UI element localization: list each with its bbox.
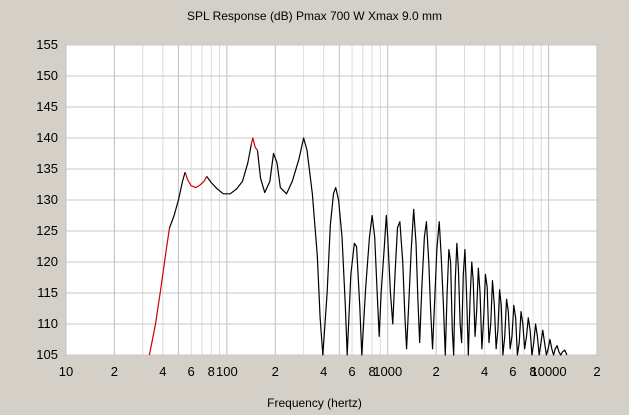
y-tick-label: 125 (36, 223, 58, 238)
x-tick-label: 2 (272, 364, 279, 379)
y-tick-label: 120 (36, 254, 58, 269)
y-tick-label: 110 (37, 316, 58, 331)
series-lines (148, 137, 568, 356)
x-tick-label: 4 (481, 364, 488, 379)
x-axis-label: Frequency (hertz) (267, 396, 362, 410)
response-curve-segment (206, 144, 252, 195)
x-tick-label: 6 (188, 364, 195, 379)
response-curve-segment (250, 137, 258, 151)
y-tick-label: 135 (36, 161, 58, 176)
y-tick-label: 145 (36, 99, 58, 114)
x-tick-label: 2 (593, 364, 600, 379)
x-tick-label: 10000 (530, 364, 566, 379)
y-tick-label: 115 (37, 285, 58, 300)
chart-title: SPL Response (dB) Pmax 700 W Xmax 9.0 mm (187, 9, 442, 23)
x-tick-label: 1000 (373, 364, 402, 379)
x-tick-label: 2 (111, 364, 118, 379)
y-tick-label: 155 (36, 37, 58, 52)
x-tick-label: 4 (159, 364, 166, 379)
x-tick-label: 8 (529, 364, 536, 379)
response-curve-segment (184, 171, 208, 189)
x-tick-label: 2 (433, 364, 440, 379)
response-curve-segment (148, 227, 171, 356)
x-tick-label: 100 (216, 364, 238, 379)
x-tick-label: 4 (320, 364, 327, 379)
y-tick-label: 140 (36, 130, 58, 145)
y-tick-labels: 105 110 115 120 125 130 135 140 145 150 155 (36, 37, 58, 362)
x-tick-label: 6 (348, 364, 355, 379)
y-tick-label: 130 (36, 192, 58, 207)
x-tick-label: 10 (59, 364, 73, 379)
x-tick-label: 8 (369, 364, 376, 379)
response-curve-segment (168, 171, 186, 229)
y-tick-label: 150 (36, 68, 58, 83)
x-tick-label: 6 (509, 364, 516, 379)
x-tick-label: 8 (208, 364, 215, 379)
response-curve-segment (256, 137, 568, 356)
y-tick-label: 105 (36, 347, 58, 362)
